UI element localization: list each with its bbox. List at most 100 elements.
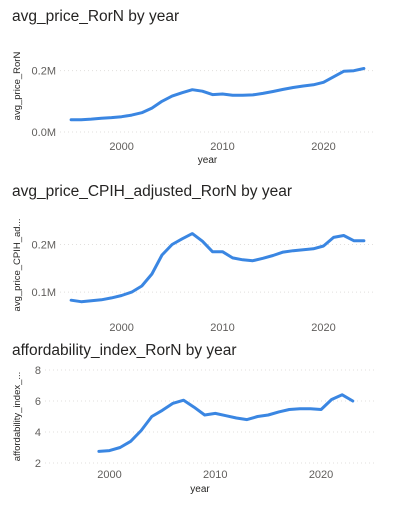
y-tick-label: 6: [35, 396, 41, 408]
chart-panel-avg-price: avg_price_RorN by year 0.0M 0.2M 2000 2010 2…: [0, 0, 402, 170]
data-point: [160, 99, 164, 103]
data-point: [180, 237, 184, 241]
data-point: [352, 239, 356, 243]
data-point: [311, 83, 315, 87]
data-point: [281, 87, 285, 91]
x-axis-label: year: [190, 484, 210, 495]
data-point: [139, 428, 143, 432]
chart-panel-avg-price-cpih: avg_price_CPIH_adjusted_RorN by year 0.1…: [0, 175, 402, 340]
data-point: [340, 393, 344, 397]
data-point: [277, 410, 281, 414]
y-tick-label: 0.0M: [32, 127, 56, 139]
data-point: [130, 113, 134, 117]
y-tick-label: 8: [35, 365, 41, 377]
data-point: [170, 94, 174, 98]
data-point: [231, 256, 235, 260]
y-tick-label: 0.2M: [32, 240, 56, 252]
data-point: [190, 232, 194, 236]
x-tick-label: 2010: [210, 141, 234, 153]
data-point: [221, 92, 225, 96]
data-point: [322, 80, 326, 84]
data-point: [261, 91, 265, 95]
data-point: [200, 89, 204, 93]
line-chart-avg-price-cpih: 0.1M 0.2M 2000 2010 2020 avg_price_CPIH_ad...: [12, 219, 375, 334]
y-axis-label: avg_price_RorN: [12, 52, 23, 121]
data-point: [160, 408, 164, 412]
data-point: [291, 249, 295, 253]
data-point: [332, 235, 336, 239]
data-point: [308, 407, 312, 411]
data-point: [241, 258, 245, 262]
data-point: [118, 446, 122, 450]
data-point: [120, 293, 124, 297]
data-point: [150, 272, 154, 276]
data-point: [221, 250, 225, 254]
x-tick-label: 2000: [97, 469, 121, 481]
data-point: [281, 250, 285, 254]
line-chart-affordability: 2 4 6 8 2000 2010 2020 year affordability_index_…: [12, 365, 375, 495]
data-point: [319, 408, 323, 412]
chart-panel-affordability: affordability_index_RorN by year 2 4 6 8 200…: [0, 337, 402, 507]
data-point: [251, 259, 255, 263]
data-point: [231, 93, 235, 97]
data-point: [180, 91, 184, 95]
data-point: [192, 405, 196, 409]
data-point: [362, 67, 366, 71]
data-point: [301, 84, 305, 88]
chart-title: avg_price_CPIH_adjusted_RorN by year: [12, 183, 293, 200]
data-point: [271, 253, 275, 257]
series-line: [69, 232, 366, 304]
data-point: [140, 284, 144, 288]
data-point: [150, 106, 154, 110]
y-axis-label: affordability_index_...: [12, 372, 23, 462]
x-tick-label: 2020: [311, 141, 335, 153]
series-line: [69, 67, 366, 122]
chart-title: affordability_index_RorN by year: [12, 342, 237, 359]
data-point: [140, 111, 144, 115]
data-point: [351, 399, 355, 403]
data-point: [352, 69, 356, 73]
data-point: [251, 93, 255, 97]
data-point: [203, 413, 207, 417]
data-point: [190, 88, 194, 92]
data-point: [301, 248, 305, 252]
data-point: [150, 415, 154, 419]
data-point: [79, 118, 83, 122]
data-point: [130, 290, 134, 294]
y-tick-label: 0.2M: [32, 66, 56, 78]
chart-title: avg_price_RorN by year: [12, 8, 180, 25]
data-point: [241, 93, 245, 97]
data-point: [108, 449, 112, 453]
data-point: [210, 250, 214, 254]
data-point: [342, 233, 346, 237]
data-point: [298, 407, 302, 411]
data-point: [322, 244, 326, 248]
line-chart-avg-price: 0.0M 0.2M 2000 2010 2020 year avg_price_RorN: [12, 52, 375, 166]
data-point: [261, 256, 265, 260]
data-point: [69, 118, 73, 122]
data-point: [266, 413, 270, 417]
x-axis-label: year: [198, 155, 218, 166]
data-point: [330, 397, 334, 401]
data-point: [170, 243, 174, 247]
data-point: [342, 69, 346, 73]
data-point: [69, 298, 73, 302]
x-tick-label: 2000: [109, 322, 133, 334]
data-point: [245, 418, 249, 422]
data-point: [171, 401, 175, 405]
data-point: [99, 116, 103, 120]
y-tick-label: 2: [35, 458, 41, 470]
data-point: [182, 398, 186, 402]
data-point: [362, 239, 366, 243]
x-tick-label: 2010: [203, 469, 227, 481]
x-tick-label: 2000: [109, 141, 133, 153]
y-axis-label: avg_price_CPIH_ad...: [12, 219, 23, 312]
data-point: [311, 247, 315, 251]
data-point: [89, 117, 93, 121]
data-point: [99, 298, 103, 302]
data-point: [79, 300, 83, 304]
data-point: [213, 411, 217, 415]
data-point: [89, 299, 93, 303]
data-point: [332, 75, 336, 79]
x-tick-label: 2010: [210, 322, 234, 334]
